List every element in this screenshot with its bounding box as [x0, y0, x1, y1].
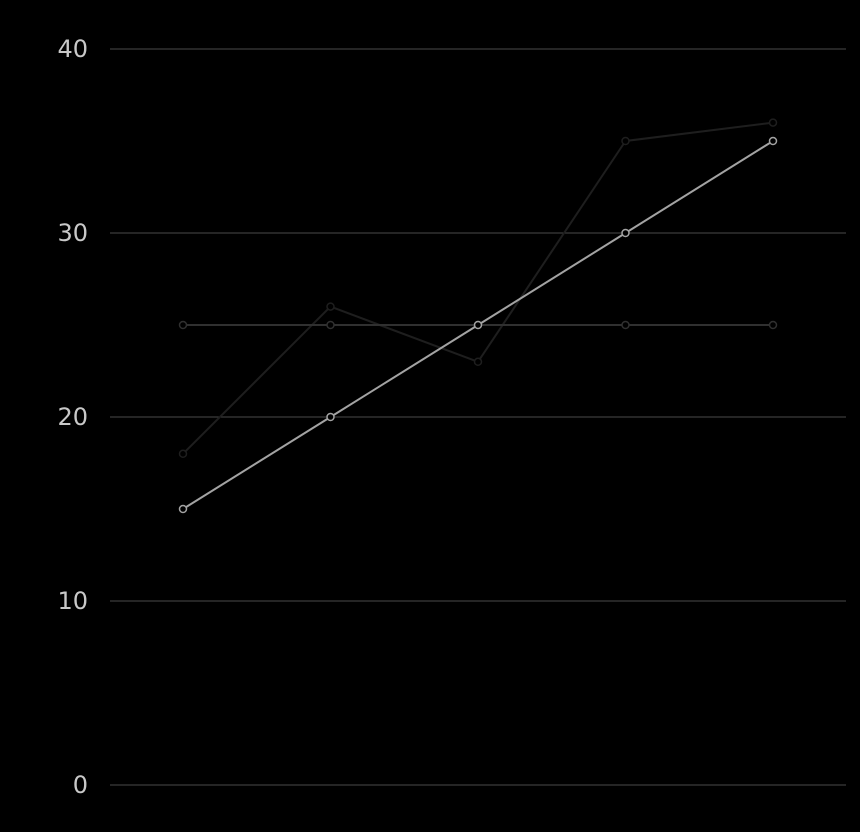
series-2-point-4 — [621, 320, 630, 330]
series-3-point-4 — [621, 228, 630, 238]
series-3 — [178, 136, 778, 514]
grid-lines — [110, 48, 846, 786]
series-1-point-2 — [326, 302, 335, 311]
y-tick-label-30: 30 — [57, 219, 88, 247]
y-tick-label-10: 10 — [57, 587, 88, 615]
series-3-point-1 — [178, 504, 188, 514]
series-group — [178, 118, 778, 514]
y-tick-label-40: 40 — [57, 35, 88, 63]
y-tick-label-20: 20 — [57, 403, 88, 431]
y-axis-tick-labels: 0 10 20 30 40 — [57, 35, 88, 799]
series-1-point-1 — [178, 449, 188, 459]
series-3-point-5 — [768, 136, 778, 146]
y-tick-label-0: 0 — [73, 771, 88, 799]
series-3-point-2 — [326, 412, 335, 422]
series-3-point-3 — [473, 320, 483, 330]
series-2-point-1 — [178, 320, 188, 330]
series-1-point-5 — [768, 118, 778, 127]
series-2-point-2 — [326, 320, 335, 330]
series-1-point-3 — [473, 357, 483, 367]
series-1-line — [182, 121, 774, 455]
series-1-point-4 — [621, 136, 630, 146]
series-2-point-5 — [768, 320, 778, 330]
series-1 — [178, 118, 778, 459]
